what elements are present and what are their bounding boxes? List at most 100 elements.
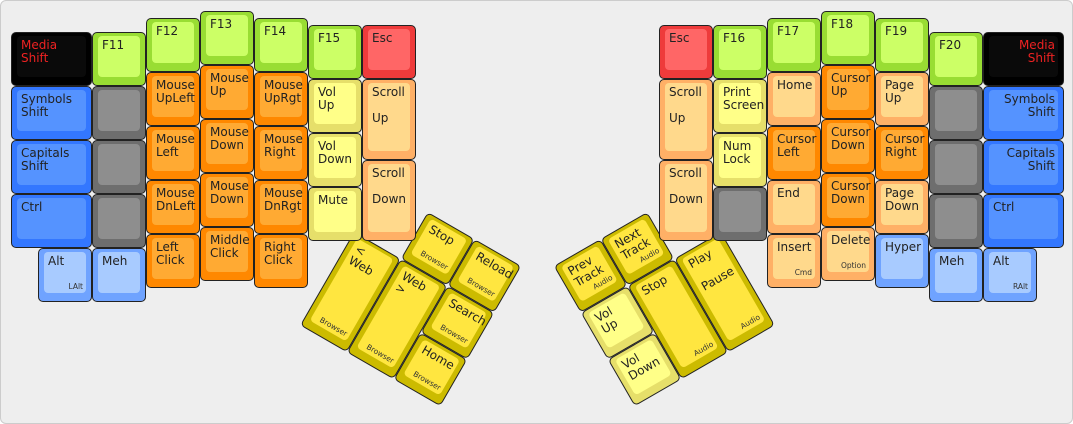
key-mouse-down[interactable]: Mouse Down [200,173,254,227]
key-label: Hyper [885,240,922,254]
key-blank[interactable] [929,86,983,140]
key-label: Reload [473,249,516,282]
key-scroll-down[interactable]: Scroll Down [659,160,713,241]
key-blank[interactable] [92,194,146,248]
keycap-top: Hyper [881,238,923,279]
key-mouse-dnrgt[interactable]: Mouse DnRgt [254,180,308,234]
keycap-top: Meh [935,252,977,293]
key-hyper[interactable]: Hyper [875,234,929,288]
key-meh[interactable]: Meh [929,248,983,302]
key-mouse-down[interactable]: Mouse Down [200,119,254,173]
key-alt[interactable]: Alt RAlt [983,248,1037,302]
keycap-top: Cursor Left [773,130,816,171]
key-delete[interactable]: Delete Option [821,227,875,281]
key-ctrl[interactable]: Ctrl [11,194,92,248]
key-cursor-down[interactable]: Cursor Down [821,173,875,227]
key-mouse-right[interactable]: Mouse Right [254,126,308,180]
keycap-top: Mouse UpLeft [152,76,195,117]
key-scroll-down[interactable]: Scroll Down [362,160,416,241]
key-mute[interactable]: Mute [308,187,362,241]
keycap-top [935,144,977,185]
key-scroll-up[interactable]: Scroll Up [362,79,416,160]
key-label: F19 [885,24,908,38]
key-label: Play Pause [685,246,737,294]
key-f19[interactable]: F19 [875,18,929,72]
keycap-top: Mouse Down [206,177,249,218]
key-meh[interactable]: Meh [92,248,146,302]
key-label: Cursor Right [885,132,925,159]
key-cursor-up[interactable]: Cursor Up [821,65,875,119]
keycap-top: Alt RAlt [989,252,1031,293]
key-mouse-upleft[interactable]: Mouse UpLeft [146,72,200,126]
key-page-up[interactable]: Page Up [875,72,929,126]
key-cursor-right[interactable]: Cursor Right [875,126,929,180]
key-label: Capitals Shift [21,146,70,173]
key-f18[interactable]: F18 [821,11,875,65]
keycap-top: Page Down [881,184,923,225]
key-mouse-left[interactable]: Mouse Left [146,126,200,180]
key-mouse-uprgt[interactable]: Mouse UpRgt [254,72,308,126]
key-media-shift[interactable]: Media Shift [983,32,1064,86]
key-f13[interactable]: F13 [200,11,254,65]
key-capitals-shift[interactable]: Capitals Shift [11,140,92,194]
key-mouse-dnleft[interactable]: Mouse DnLeft [146,180,200,234]
key-vol-down[interactable]: Vol Down [308,133,362,187]
key-left-click[interactable]: Left Click [146,234,200,288]
key-symbols-shift[interactable]: Symbols Shift [11,86,92,140]
key-sublabel: Browser [438,322,470,346]
key-cursor-left[interactable]: Cursor Left [767,126,821,180]
key-label: Right Click [264,240,296,267]
key-label: Media Shift [21,38,58,65]
key-f17[interactable]: F17 [767,18,821,72]
key-blank[interactable] [92,86,146,140]
key-f12[interactable]: F12 [146,18,200,72]
key-cursor-down[interactable]: Cursor Down [821,119,875,173]
key-num-lock[interactable]: Num Lock [713,133,767,187]
key-f11[interactable]: F11 [92,32,146,86]
keycap-top: F19 [881,22,923,63]
key-page-down[interactable]: Page Down [875,180,929,234]
keycap-top: Mouse Down [206,123,249,164]
keycap-top: F15 [314,29,356,70]
key-ctrl[interactable]: Ctrl [983,194,1064,248]
key-label: Scroll Down [669,166,704,206]
keycap-top: Insert Cmd [773,238,815,279]
key-blank[interactable] [713,187,767,241]
key-media-shift[interactable]: Media Shift [11,32,92,86]
keycap-top: Vol Down [314,137,356,178]
key-mouse-up[interactable]: Mouse Up [200,65,254,119]
key-vol-up[interactable]: Vol Up [308,79,362,133]
key-f15[interactable]: F15 [308,25,362,79]
key-esc[interactable]: Esc [659,25,713,79]
keycap-top: Capitals Shift [17,144,86,185]
key-label: Mouse Down [210,179,249,206]
key-label: Symbols Shift [21,92,72,119]
key-right-click[interactable]: Right Click [254,234,308,288]
key-middle-click[interactable]: Middle Click [200,227,254,281]
key-esc[interactable]: Esc [362,25,416,79]
key-scroll-up[interactable]: Scroll Up [659,79,713,160]
key-label: Vol Up [592,303,621,337]
key-alt[interactable]: Alt LAlt [38,248,92,302]
key-label: Esc [669,31,690,45]
key-f20[interactable]: F20 [929,32,983,86]
key-insert[interactable]: Insert Cmd [767,234,821,288]
keycap-top: F12 [152,22,194,63]
key-capitals-shift[interactable]: Capitals Shift [983,140,1064,194]
key-f16[interactable]: F16 [713,25,767,79]
keycap-top: Left Click [152,238,194,279]
key-print-screen[interactable]: Print Screen [713,79,767,133]
key-blank[interactable] [92,140,146,194]
key-end[interactable]: End [767,180,821,234]
key-symbols-shift[interactable]: Symbols Shift [983,86,1064,140]
key-label: F17 [777,24,800,38]
key-blank[interactable] [929,194,983,248]
key-f14[interactable]: F14 [254,18,308,72]
key-label: Page Up [885,78,915,105]
key-home[interactable]: Home [767,72,821,126]
keycap-top: Ctrl [17,198,86,239]
key-label: F18 [831,17,854,31]
key-label: Mute [318,193,349,207]
key-blank[interactable] [929,140,983,194]
key-label: Esc [372,31,393,45]
